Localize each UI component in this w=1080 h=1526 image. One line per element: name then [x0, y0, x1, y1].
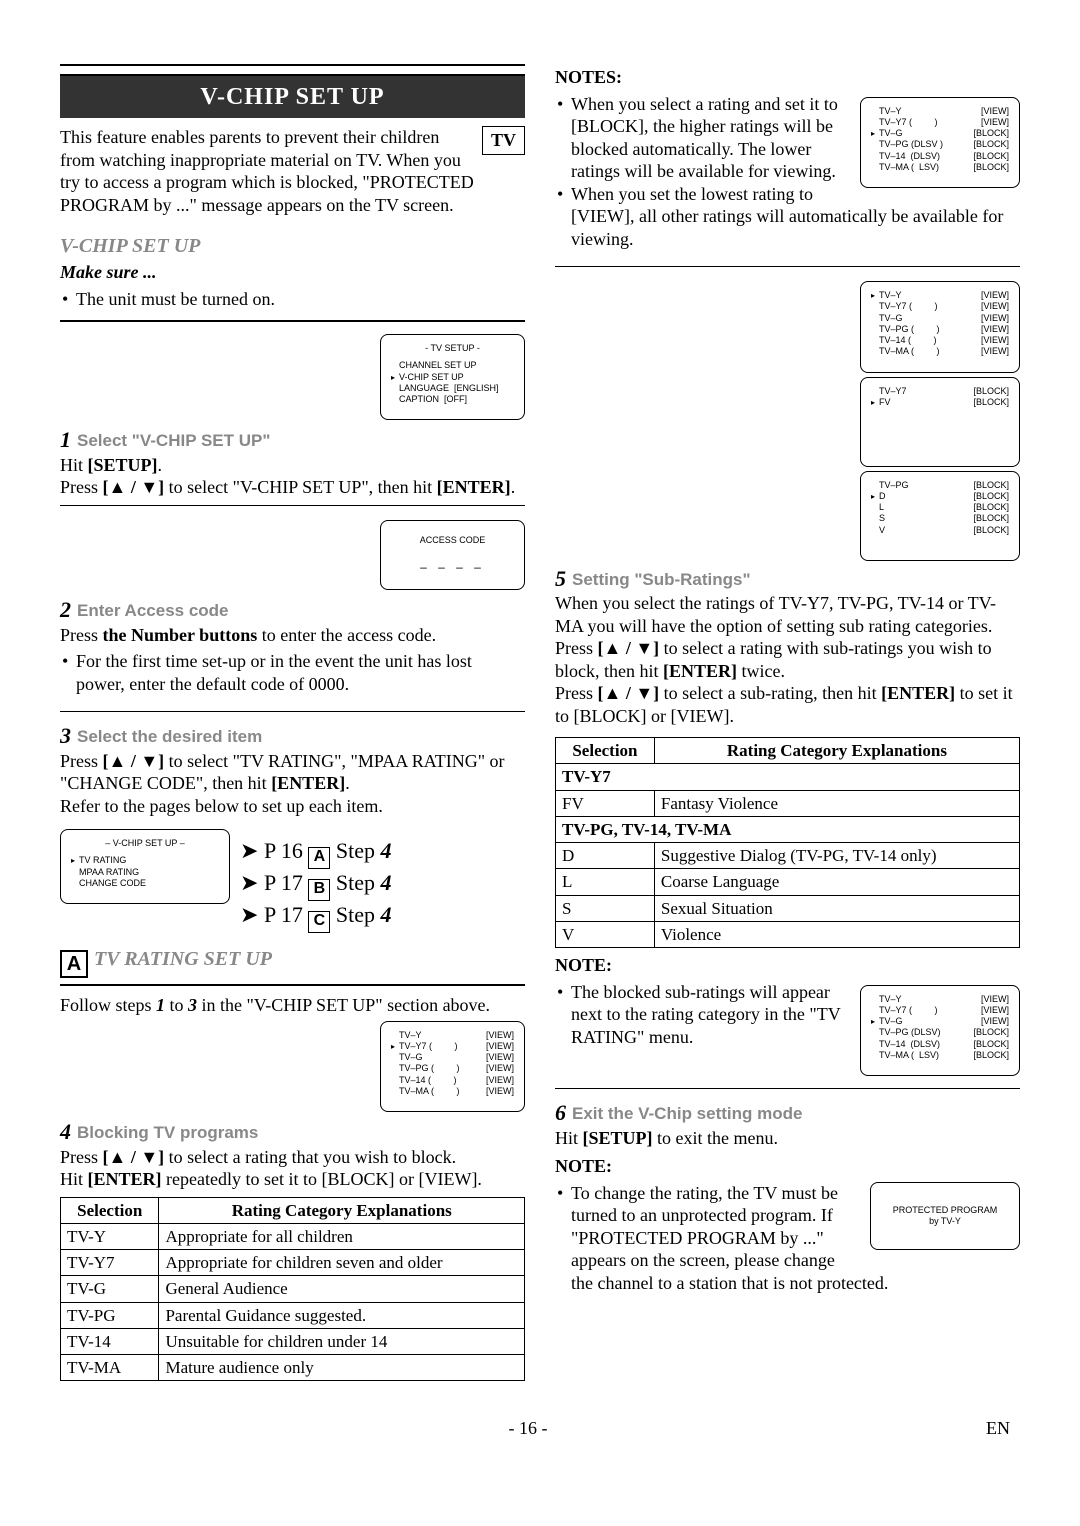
section-tv-rating: TV RATING SET UP: [94, 948, 272, 970]
step-3-body-2: Refer to the pages below to set up each …: [60, 795, 525, 818]
step-3-title: Select the desired item: [77, 727, 262, 746]
tv-badge: TV: [482, 126, 525, 155]
fig-tv-setup: - TV SETUP - CHANNEL SET UPV-CHIP SET UP…: [380, 334, 525, 420]
step-1-body-2: Press [▲ / ▼] to select "V-CHIP SET UP",…: [60, 476, 525, 499]
page-number: - 16 -: [509, 1417, 548, 1440]
fig-tv-rating-view: TV–Y[VIEW]TV–Y7 ( )[VIEW]TV–G[VIEW]TV–PG…: [380, 1021, 525, 1113]
step-6-num: 6: [555, 1099, 566, 1127]
table-rating-main: SelectionRating Category Explanations TV…: [60, 1197, 525, 1382]
section-a-badge: A: [60, 950, 88, 978]
note-3: The blocked sub-ratings will appear next…: [555, 981, 1020, 1049]
step-2-title: Enter Access code: [77, 601, 229, 620]
makesure-item: The unit must be turned on.: [60, 288, 525, 311]
table-subrating: SelectionRating Category Explanations TV…: [555, 737, 1020, 948]
step-2-body: Press the Number buttons to enter the ac…: [60, 624, 525, 647]
step-1-title: Select "V-CHIP SET UP": [77, 431, 270, 450]
makesure-heading: Make sure ...: [60, 261, 525, 284]
fig-access-code: ACCESS CODE – – – –: [380, 520, 525, 590]
note-heading-2: NOTE:: [555, 954, 1020, 977]
step-3-num: 3: [60, 722, 71, 750]
page-title: V-CHIP SET UP: [60, 74, 525, 118]
step-5-num: 5: [555, 565, 566, 593]
page-lang: EN: [986, 1417, 1010, 1440]
page-refs: ➤ P 16 A Step 4 ➤ P 17 B Step 4 ➤ P 17 C…: [240, 825, 391, 933]
step-4-body-2: Hit [ENTER] repeatedly to set it to [BLO…: [60, 1168, 525, 1191]
step-5-body-2: Press [▲ / ▼] to select a rating with su…: [555, 637, 1020, 682]
step-6-body: Hit [SETUP] to exit the menu.: [555, 1127, 1020, 1150]
step-6-title: Exit the V-Chip setting mode: [572, 1104, 802, 1123]
step-5-body-3: Press [▲ / ▼] to select a sub-rating, th…: [555, 682, 1020, 727]
note-2: When you set the lowest rating to [VIEW]…: [555, 183, 1020, 251]
step-2-num: 2: [60, 596, 71, 624]
fig-subrating-b: TV–Y7[BLOCK]FV[BLOCK]: [860, 377, 1020, 467]
fig-subrating-c: TV–PG[BLOCK]D[BLOCK]L[BLOCK]S[BLOCK]V[BL…: [860, 471, 1020, 561]
step-5-title: Setting "Sub-Ratings": [572, 570, 751, 589]
fig-vchip-menu: – V-CHIP SET UP – TV RATINGMPAA RATINGCH…: [60, 829, 230, 904]
step-3-body: Press [▲ / ▼] to select "TV RATING", "MP…: [60, 750, 525, 795]
note-heading-3: NOTE:: [555, 1155, 1020, 1178]
intro-text: This feature enables parents to prevent …: [60, 126, 525, 216]
note-4: To change the rating, the TV must be tur…: [555, 1182, 1020, 1295]
section-a-intro: Follow steps 1 to 3 in the "V-CHIP SET U…: [60, 994, 525, 1017]
section-vchip-setup: V-CHIP SET UP: [60, 234, 525, 259]
fig-subrating-a: TV–Y[VIEW]TV–Y7 ( )[VIEW]TV–G[VIEW]TV–PG…: [860, 281, 1020, 373]
step-2-bullet: For the first time set-up or in the even…: [60, 650, 525, 695]
step-1-body: Hit [SETUP].: [60, 454, 525, 477]
notes-heading: NOTES:: [555, 66, 1020, 89]
step-4-body: Press [▲ / ▼] to select a rating that yo…: [60, 1146, 525, 1169]
step-1-num: 1: [60, 426, 71, 454]
step-4-num: 4: [60, 1118, 71, 1146]
step-4-title: Blocking TV programs: [77, 1123, 258, 1142]
step-5-body-1: When you select the ratings of TV-Y7, TV…: [555, 592, 1020, 637]
note-1: When you select a rating and set it to […: [555, 93, 1020, 183]
